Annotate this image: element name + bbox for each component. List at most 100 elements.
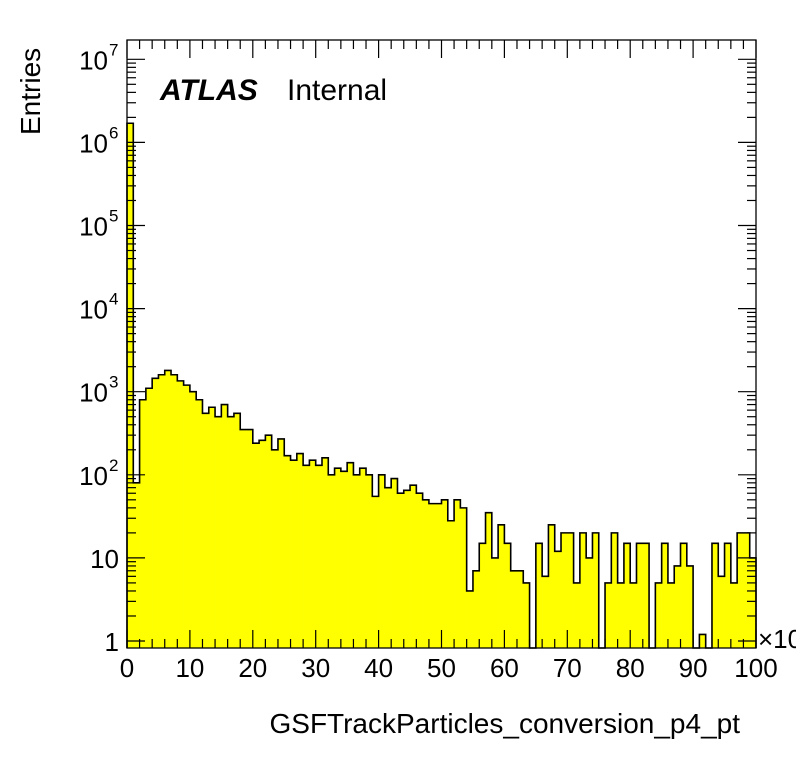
histogram-bin	[271, 449, 279, 648]
histogram-bin	[535, 543, 543, 648]
histogram-bin	[215, 416, 222, 648]
y-tick-label: 10	[79, 212, 108, 242]
histogram-bin	[347, 462, 354, 648]
histogram-bin	[674, 565, 681, 648]
x-tick-label: 60	[490, 653, 519, 683]
histogram-bin	[605, 582, 612, 648]
histogram-bin	[573, 582, 581, 648]
histogram-bin	[718, 576, 725, 648]
atlas-label: ATLAS	[159, 74, 258, 107]
y-axis-title: Entries	[15, 48, 46, 135]
histogram-bin	[567, 532, 574, 648]
y-tick-label: 10	[79, 45, 108, 75]
histogram-bin	[196, 399, 203, 648]
histogram-bin	[579, 532, 587, 648]
histogram-bin	[127, 123, 134, 648]
y-tick-label: 10	[79, 378, 108, 408]
y-tick-exponent: 7	[109, 40, 118, 59]
histogram-bin	[642, 543, 650, 648]
histogram-bin	[479, 543, 486, 648]
histogram-bin	[277, 438, 285, 648]
histogram-bin	[724, 543, 732, 648]
histogram-bin	[485, 512, 493, 648]
histogram-bin	[221, 404, 228, 648]
histogram-bin	[290, 460, 298, 648]
histogram-bin	[177, 380, 184, 648]
histogram-bin	[189, 391, 197, 648]
histogram-bin	[391, 478, 398, 648]
y-tick-exponent: 4	[109, 290, 118, 309]
histogram-bin	[743, 532, 751, 648]
histogram-bin	[340, 471, 348, 648]
histogram-bin	[561, 532, 568, 648]
histogram-bin	[472, 570, 480, 648]
histogram-bin	[139, 399, 147, 648]
histogram-bin	[592, 532, 600, 648]
x-tick-label: 70	[553, 653, 582, 683]
histogram-bin	[328, 474, 335, 648]
histogram-bin	[498, 524, 505, 648]
histogram-bin	[655, 582, 662, 648]
x-tick-label: 40	[364, 653, 393, 683]
y-tick-label: 10	[79, 295, 108, 325]
histogram-bin	[617, 582, 625, 648]
histogram-bin	[321, 457, 329, 648]
y-tick-label: 1	[105, 627, 119, 657]
histogram-bin	[259, 440, 266, 648]
x-axis-multiplier: ×10	[758, 624, 796, 654]
histogram-bin	[667, 582, 675, 648]
histogram-bin	[397, 493, 405, 648]
y-tick-exponent: 2	[109, 456, 118, 475]
histogram-bin	[158, 374, 166, 648]
histogram-bin	[548, 524, 556, 648]
histogram-bin	[460, 507, 467, 648]
histogram-bin	[366, 474, 373, 648]
histogram-bin	[422, 499, 430, 648]
histogram-bin	[523, 582, 530, 648]
histogram-bin	[611, 532, 618, 648]
histogram-bin	[240, 429, 247, 648]
histogram-bin	[296, 453, 304, 648]
y-tick-label: 10	[79, 128, 108, 158]
histogram-bin	[510, 570, 518, 648]
histogram-bin	[699, 634, 706, 648]
x-tick-label: 0	[120, 653, 134, 683]
x-tick-label: 80	[616, 653, 645, 683]
x-tick-label: 10	[175, 653, 204, 683]
histogram-bin	[504, 543, 511, 648]
histogram-bin	[623, 543, 631, 648]
histogram-bin	[435, 503, 442, 648]
histogram-bin	[252, 443, 260, 648]
histogram-bin	[466, 590, 474, 648]
histogram-bin	[554, 551, 562, 648]
x-tick-label: 50	[427, 653, 456, 683]
histogram-bin	[661, 543, 669, 648]
x-tick-label: 90	[679, 653, 708, 683]
histogram-bin	[309, 460, 316, 648]
histogram-bin	[416, 493, 423, 648]
histogram-bin	[171, 374, 178, 648]
histogram-bars	[126, 122, 757, 649]
histogram-bin	[737, 532, 744, 648]
histogram-bin	[152, 378, 159, 648]
histogram-bin	[284, 455, 291, 648]
histogram-bin	[491, 557, 499, 648]
histogram-bin	[636, 543, 644, 648]
histogram-bin	[403, 490, 411, 648]
histogram-bin	[749, 557, 757, 648]
histogram-bin	[303, 465, 310, 648]
y-tick-label: 10	[79, 461, 108, 491]
histogram-bin	[359, 468, 367, 648]
histogram-bin	[353, 474, 361, 648]
y-tick-exponent: 6	[109, 123, 118, 142]
histogram-bin	[447, 520, 455, 648]
histogram-bin	[233, 413, 241, 648]
histogram-bin	[586, 557, 593, 648]
histogram-bin	[542, 576, 549, 648]
histogram-bin	[265, 435, 272, 648]
histogram-bin	[315, 465, 323, 648]
histogram-bin	[441, 499, 449, 648]
histogram-bin	[630, 582, 637, 648]
histogram-bin	[454, 499, 461, 648]
